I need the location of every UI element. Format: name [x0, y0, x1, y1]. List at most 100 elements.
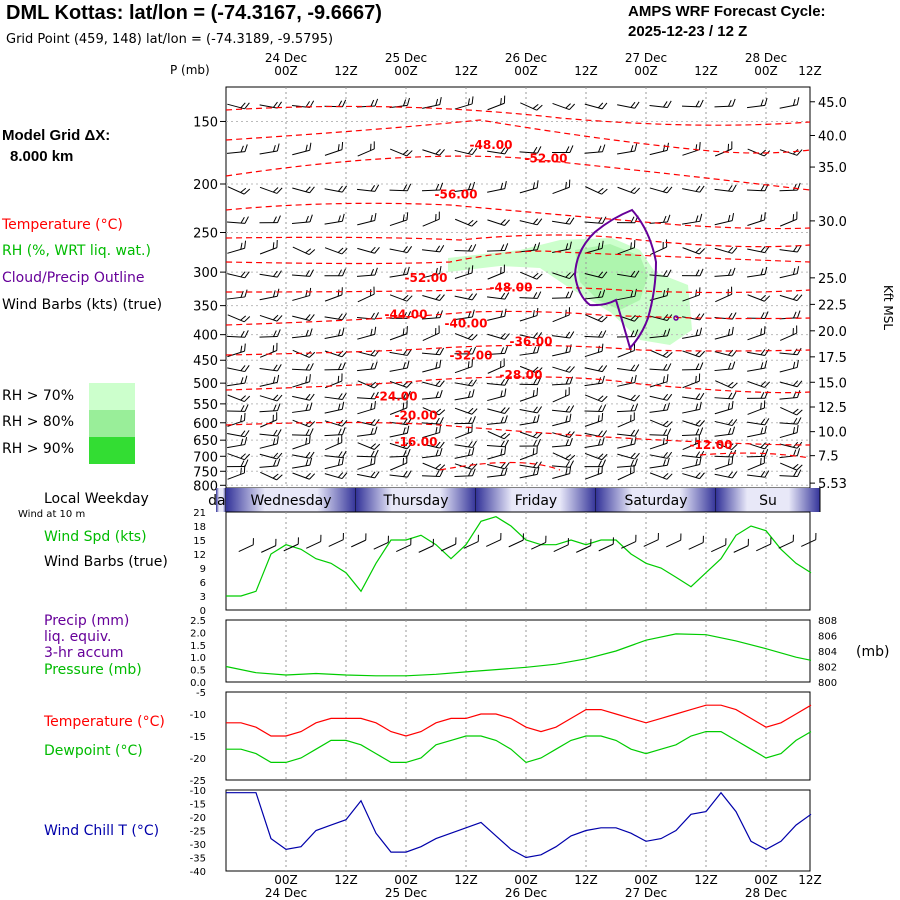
wind-barb: [552, 217, 575, 225]
wind-barb: [324, 472, 348, 480]
barb-flag: [435, 426, 438, 434]
barb-flag: [699, 185, 705, 193]
surface-wind-barb: [531, 535, 547, 550]
pressure-tick-label: 300: [193, 266, 218, 281]
barb-shaft: [454, 218, 473, 227]
wind-barb: [357, 184, 380, 192]
barb-shaft: [357, 188, 375, 192]
barb-flag: [309, 314, 315, 321]
top-date-label: 25 Dec: [385, 51, 427, 65]
barb-flag: [471, 181, 476, 190]
wind-barb: [617, 394, 640, 402]
wind-barb: [357, 471, 380, 479]
barb-shaft: [747, 380, 765, 388]
wind-barb: [649, 472, 673, 480]
barb-shaft: [356, 455, 376, 458]
barb-shaft: [357, 463, 375, 470]
wind-barb: [389, 425, 410, 438]
barb-flag: [240, 415, 243, 422]
pressure-tick-label: 200: [193, 178, 218, 193]
barb-shaft: [454, 316, 473, 321]
barb-shaft: [389, 432, 408, 438]
barb-flag: [435, 470, 440, 477]
barb-flag: [569, 241, 572, 250]
wind-barb: [681, 362, 704, 371]
barb-flag: [244, 330, 249, 338]
barb-shaft: [259, 273, 278, 278]
barb-flag: [370, 349, 376, 356]
barb-shaft: [373, 541, 389, 550]
barb-flag: [341, 420, 348, 427]
wind-barb: [551, 145, 574, 154]
barb-flag: [630, 290, 634, 298]
barb-flag: [532, 243, 537, 251]
wind-barb: [584, 144, 606, 154]
barb-flag: [276, 342, 278, 351]
barb-flag: [504, 407, 510, 414]
barb-flag: [728, 471, 733, 478]
surface-wind-barb: [621, 534, 637, 549]
barb-flag: [277, 215, 281, 223]
barb-flag: [634, 364, 640, 372]
barb-flag: [565, 415, 568, 423]
barb-flag: [309, 428, 314, 436]
barb-shaft: [227, 472, 245, 480]
barb-flag: [276, 374, 280, 383]
wind-barb: [389, 266, 410, 278]
barb-shaft: [552, 351, 570, 357]
bottom-time-tick: 00Z: [634, 873, 658, 887]
barb-flag: [240, 330, 245, 338]
isotherm-label: -44.00: [385, 308, 428, 322]
wind-barb: [292, 435, 311, 450]
barb-shaft: [486, 539, 501, 547]
barb-flag: [792, 98, 796, 106]
barb-flag: [370, 362, 374, 370]
barb-flag: [471, 309, 475, 318]
barb-shaft: [649, 472, 668, 480]
wind-barb: [357, 212, 377, 226]
barb-flag: [472, 416, 476, 424]
barb-flag: [305, 329, 309, 337]
barb-flag: [471, 265, 474, 273]
precip-tick-label: 1.0: [190, 653, 206, 664]
barb-flag: [305, 459, 309, 466]
barb-shaft: [779, 104, 798, 109]
barb-flag: [634, 394, 640, 402]
barb-flag: [601, 144, 606, 152]
wind-barb: [617, 436, 637, 449]
surface-wind-barb: [328, 532, 344, 547]
wind-barb: [454, 440, 477, 448]
barb-shaft: [487, 408, 505, 415]
barb-flag: [244, 240, 247, 249]
barb-flag: [374, 212, 377, 221]
weekday-label: Friday: [515, 493, 557, 509]
barb-flag: [500, 440, 505, 447]
weekday-cell: [216, 488, 226, 512]
pressure-tick-label-right: 804: [818, 647, 837, 658]
barb-flag: [612, 537, 614, 545]
barb-shaft: [682, 464, 700, 470]
wind-barb: [714, 246, 738, 254]
barb-shaft: [389, 474, 408, 478]
barb-shaft: [714, 351, 733, 357]
wind-barb: [291, 363, 314, 371]
wind-barb: [324, 327, 345, 339]
barb-shaft: [422, 366, 440, 373]
barb-flag: [504, 345, 508, 354]
barb-flag: [536, 273, 543, 280]
barb-flag: [597, 315, 604, 321]
precip-tick-label: 2.5: [190, 616, 206, 627]
wind-barb: [389, 212, 409, 227]
barb-flag: [565, 405, 571, 413]
wind-barb: [259, 314, 283, 322]
bottom-time-tick: 12Z: [334, 873, 358, 887]
barb-flag: [276, 364, 282, 372]
barb-flag: [341, 456, 344, 465]
wind-barb: [649, 328, 671, 339]
temp-tick-label: -15: [190, 732, 206, 743]
wind-barb: [227, 437, 248, 449]
wind-barb: [616, 403, 639, 413]
isotherm-label: -56.00: [435, 188, 478, 202]
wind-barb: [519, 414, 540, 426]
barb-flag: [406, 150, 413, 157]
